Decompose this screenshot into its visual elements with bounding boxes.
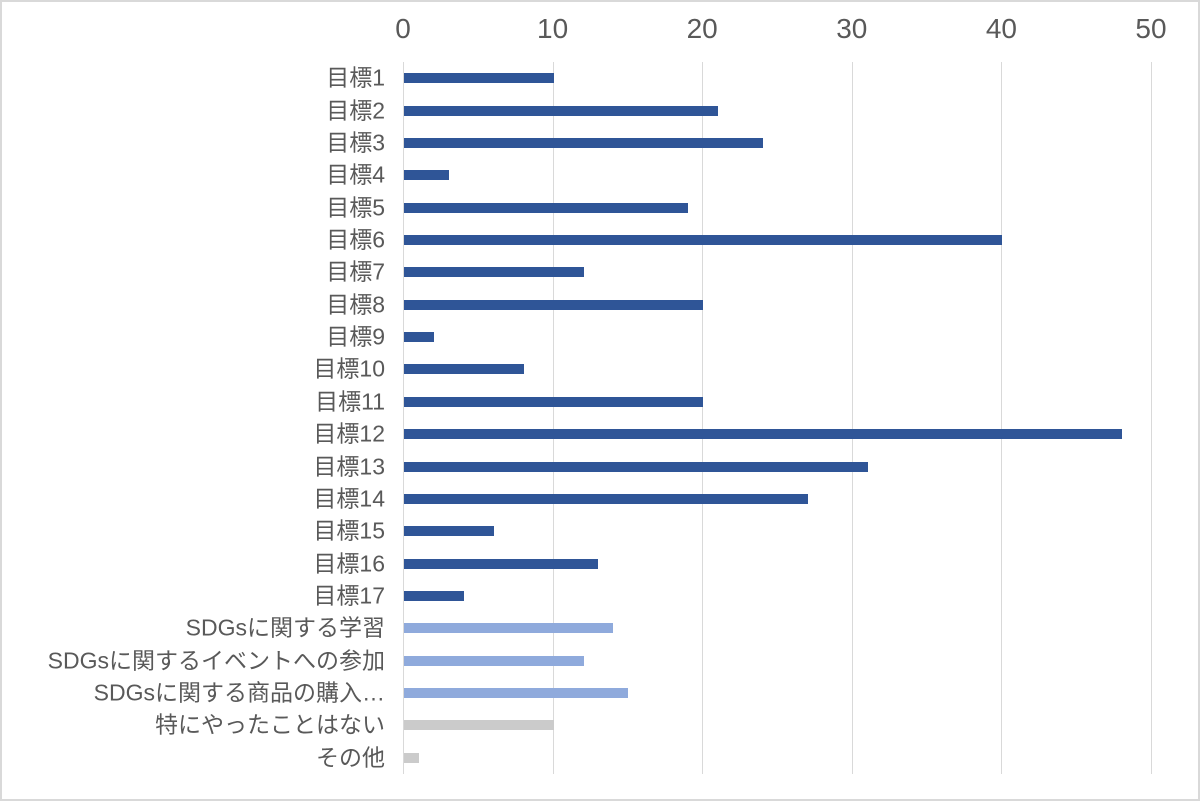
category-label: 目標17 xyxy=(313,582,385,609)
category-label: 目標15 xyxy=(313,517,385,544)
bar xyxy=(404,267,584,278)
bar xyxy=(404,752,419,763)
category-label: 目標4 xyxy=(326,161,385,188)
category-label: SDGsに関する学習 xyxy=(185,614,385,641)
bar xyxy=(404,558,599,569)
gridline-0 xyxy=(403,62,404,774)
category-label: 目標2 xyxy=(326,97,385,124)
gridline-30 xyxy=(851,62,853,774)
gridline-10 xyxy=(552,62,554,774)
bar xyxy=(404,623,614,634)
bar xyxy=(404,299,704,310)
category-label: 目標6 xyxy=(326,226,385,253)
category-label: 目標1 xyxy=(326,64,385,91)
bar xyxy=(404,526,494,537)
axis-tick-label: 10 xyxy=(537,13,569,44)
category-label: 目標10 xyxy=(313,355,385,382)
category-label: 目標14 xyxy=(313,485,385,512)
bar xyxy=(404,332,434,343)
category-label: その他 xyxy=(316,744,385,771)
category-label: SDGsに関するイベントへの参加 xyxy=(47,647,385,674)
bar xyxy=(404,105,719,116)
bar xyxy=(404,73,554,84)
plot-area xyxy=(403,62,1152,774)
bar xyxy=(404,591,464,601)
axis-tick-label: 40 xyxy=(985,13,1017,44)
category-label: 目標13 xyxy=(313,453,385,480)
category-label: 目標9 xyxy=(326,323,385,350)
bar xyxy=(404,461,868,472)
category-label: 目標12 xyxy=(313,420,385,447)
axis-tick-label: 20 xyxy=(686,13,718,44)
bar xyxy=(404,720,554,731)
category-label: 目標5 xyxy=(326,194,385,221)
gridline-50 xyxy=(1151,62,1152,774)
gridline-20 xyxy=(702,62,704,774)
axis-tick-label: 50 xyxy=(1135,13,1167,44)
category-label-column: 目標1 目標2 目標3 目標4 目標5 目標6 目標7 目標8 目標9 目標10 目標11 目標12 目… xyxy=(2,62,393,774)
bar xyxy=(404,202,689,213)
bar xyxy=(404,364,524,375)
bar xyxy=(404,170,449,181)
category-label: 目標3 xyxy=(326,129,385,156)
bar xyxy=(404,235,1003,245)
category-label: 目標16 xyxy=(313,550,385,577)
bar xyxy=(404,688,629,699)
bar xyxy=(404,493,808,504)
bar xyxy=(404,396,704,407)
bar xyxy=(404,429,1123,440)
bar xyxy=(404,137,764,148)
category-label: 目標11 xyxy=(315,388,385,415)
axis-tick-label: 30 xyxy=(836,13,868,44)
category-label: 特にやったことはない xyxy=(155,711,385,738)
bar xyxy=(404,655,584,666)
axis-tick-label: 0 xyxy=(395,13,411,44)
category-label: SDGsに関する商品の購入… xyxy=(93,679,385,706)
category-label: 目標7 xyxy=(326,258,385,285)
category-label: 目標8 xyxy=(326,291,385,318)
gridline-40 xyxy=(1001,62,1003,774)
